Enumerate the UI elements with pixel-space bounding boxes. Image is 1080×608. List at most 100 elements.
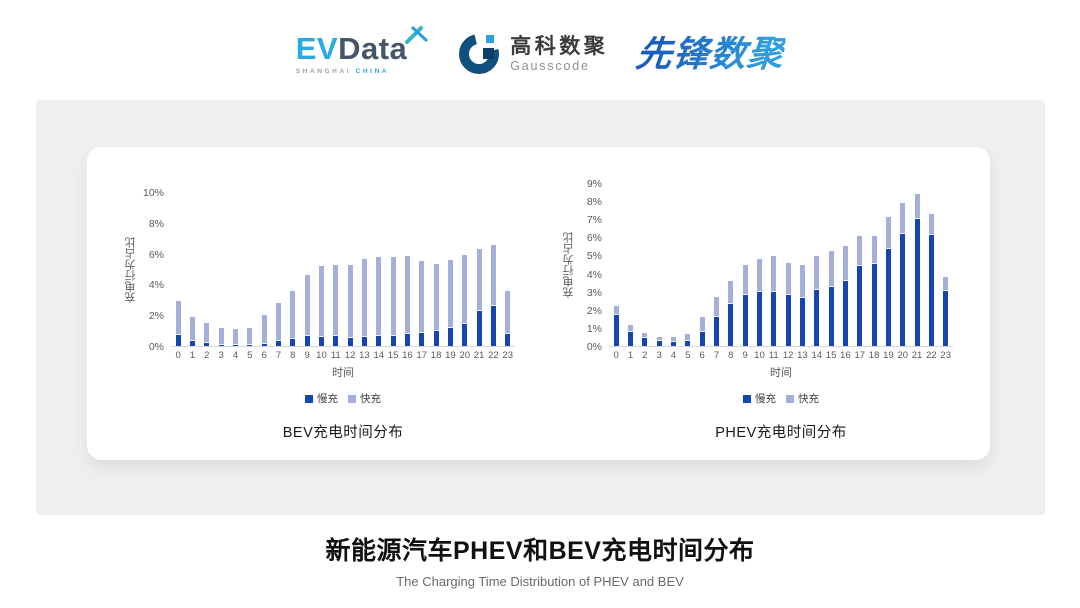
bar-slot: [724, 280, 738, 346]
bar-segment-慢充: [828, 287, 834, 346]
stacked-bar-hour-5: [247, 327, 253, 346]
stacked-bar-hour-23: [505, 291, 511, 346]
x-tick-label: 9: [304, 350, 310, 361]
bar-segment-快充: [900, 202, 906, 234]
plot-area: [609, 183, 953, 347]
stacked-bar-hour-7: [713, 297, 719, 346]
stacked-bar-hour-16: [404, 255, 410, 346]
x-tick-label: 13: [797, 350, 808, 361]
bar-segment-快充: [333, 265, 339, 336]
bar-slot: [214, 327, 228, 346]
gausscode-text: 高科数聚 Gausscode: [510, 35, 608, 73]
bar-segment-快充: [943, 277, 949, 291]
bar-segment-快充: [304, 275, 310, 336]
bar-slot: [853, 235, 867, 346]
bar-segment-快充: [670, 337, 676, 342]
x-tick-label: 19: [445, 350, 456, 361]
bar-segment-快充: [785, 262, 791, 296]
bar-segment-快充: [433, 264, 439, 331]
bar-slot: [781, 262, 795, 346]
x-tick-label: 5: [247, 350, 253, 361]
stacked-bar-hour-4: [232, 329, 238, 346]
bar-segment-快充: [857, 235, 863, 267]
y-tick-label: 2%: [148, 310, 164, 323]
bar-segment-慢充: [376, 336, 382, 346]
evdata-tagline: SHANGHAI CHINA: [296, 68, 389, 75]
stacked-bar-hour-3: [218, 327, 224, 346]
bar-segment-快充: [627, 325, 633, 333]
bar-segment-慢充: [204, 342, 210, 346]
bar-slot: [415, 261, 429, 346]
bar-segment-慢充: [857, 266, 863, 346]
bar-slot: [185, 316, 199, 346]
x-tick-label: 22: [926, 350, 937, 361]
bar-slot: [357, 259, 371, 346]
charts-card: 充电行为占比 0% 2% 4% 6% 8% 10% 0 1 2 3 4 5 6 7 8 9 10 11 12 13 1…: [87, 147, 990, 460]
x-tick-label: 13: [359, 350, 370, 361]
evdata-ev-text: EV: [295, 31, 339, 66]
bar-slot: [314, 266, 328, 346]
x-tick-label: 20: [897, 350, 909, 361]
bar-segment-快充: [275, 302, 281, 342]
bar-slot: [738, 264, 752, 346]
bar-slot: [271, 302, 285, 346]
y-tick-label: 4%: [148, 279, 164, 292]
x-tick-label: 18: [868, 350, 880, 361]
bar-slot: [810, 255, 824, 346]
bar-segment-慢充: [713, 317, 719, 346]
bar-segment-慢充: [447, 327, 453, 346]
stacked-bar-hour-9: [304, 275, 310, 346]
legend-label-slow: 慢充: [317, 393, 338, 405]
y-tick-label: 3%: [586, 286, 602, 299]
plot-area: [171, 192, 515, 347]
x-tick-label: 3: [218, 350, 224, 361]
bar-segment-快充: [447, 259, 453, 328]
x-tick-label: 12: [782, 350, 794, 361]
bar-slot: [472, 249, 486, 346]
bar-slot: [910, 193, 924, 346]
bar-segment-快充: [728, 280, 734, 305]
x-tick-label: 23: [502, 350, 513, 361]
bar-segment-慢充: [728, 304, 734, 346]
y-tick-label: 0%: [586, 341, 602, 353]
bev-chart-title: BEV充电时间分布: [282, 425, 404, 441]
stacked-bar-hour-0: [613, 306, 619, 346]
content-panel: 充电行为占比 0% 2% 4% 6% 8% 10% 0 1 2 3 4 5 6 7 8 9 10 11 12 13 1…: [36, 100, 1045, 515]
bar-slot: [429, 264, 443, 346]
bar-segment-慢充: [304, 336, 310, 346]
x-tick-label: 17: [854, 350, 866, 361]
y-tick-label: 9%: [586, 178, 602, 190]
bar-slot: [400, 255, 414, 346]
stacked-bar-hour-19: [885, 217, 891, 346]
x-axis-title: 时间: [770, 367, 792, 379]
x-tick-label: 4: [670, 350, 677, 361]
stacked-bar-hour-20: [462, 255, 468, 346]
bar-slot: [257, 315, 271, 346]
bar-slot: [501, 291, 515, 346]
legend: 慢充 快充: [171, 391, 515, 406]
stacked-bar-hour-7: [275, 302, 281, 346]
stacked-bar-hour-1: [627, 325, 633, 346]
bar-segment-快充: [642, 333, 648, 338]
x-tick-label: 0: [175, 350, 181, 361]
y-axis-title: 充电行为占比: [563, 232, 575, 298]
x-axis-title: 时间: [332, 367, 354, 379]
bar-slot: [200, 322, 214, 346]
evdata-logo: EVData SHANGHAI CHINA: [295, 26, 430, 75]
bar-slot: [695, 317, 709, 346]
bar-slot: [286, 291, 300, 346]
bar-segment-慢充: [404, 334, 410, 346]
y-tick-label: 2%: [586, 304, 602, 317]
y-axis: 0% 1% 2% 3% 4% 5% 6% 7% 8% 9%: [575, 178, 609, 353]
bar-segment-慢充: [900, 233, 906, 346]
bar-segment-慢充: [275, 341, 281, 346]
bar-segment-慢充: [814, 289, 820, 346]
bar-segment-慢充: [914, 219, 920, 346]
stacked-bar-hour-10: [318, 266, 324, 346]
bar-segment-快充: [871, 235, 877, 264]
bar-slot: [867, 235, 881, 346]
stacked-bar-hour-2: [642, 333, 648, 346]
stacked-bar-hour-0: [175, 301, 181, 346]
bar-segment-慢充: [232, 344, 238, 346]
stacked-bar-hour-21: [914, 193, 920, 346]
